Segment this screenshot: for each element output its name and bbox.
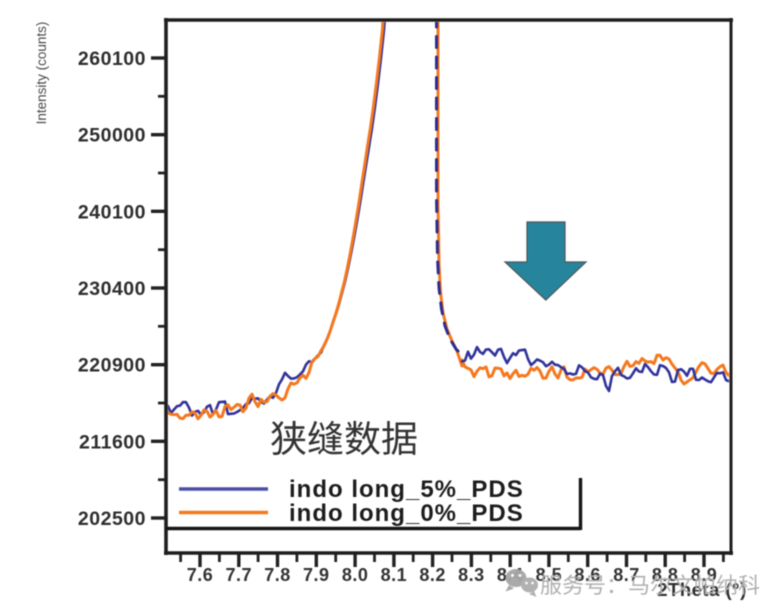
svg-text:indo long_5%_PDS: indo long_5%_PDS: [289, 476, 524, 503]
svg-text:260100: 260100: [78, 48, 146, 70]
svg-text:211600: 211600: [79, 431, 146, 453]
svg-text:7.8: 7.8: [264, 565, 291, 585]
svg-text:7.9: 7.9: [303, 565, 330, 585]
svg-text:230400: 230400: [78, 278, 146, 300]
svg-text:220900: 220900: [78, 355, 146, 377]
svg-text:8.5: 8.5: [536, 565, 563, 585]
svg-text:250000: 250000: [78, 125, 146, 147]
svg-text:Intensity (counts): Intensity (counts): [34, 22, 49, 125]
svg-text:8.1: 8.1: [381, 565, 408, 585]
svg-text:7.6: 7.6: [187, 565, 214, 585]
svg-text:indo long_0%_PDS: indo long_0%_PDS: [289, 500, 524, 527]
svg-text:8.2: 8.2: [419, 565, 446, 585]
svg-text:8.7: 8.7: [613, 565, 640, 585]
svg-text:8.0: 8.0: [342, 565, 369, 585]
svg-text:8.6: 8.6: [574, 565, 601, 585]
svg-text:8.8: 8.8: [652, 565, 679, 585]
svg-text:240100: 240100: [78, 201, 146, 223]
svg-text:202500: 202500: [78, 508, 146, 530]
svg-text:7.7: 7.7: [226, 565, 253, 585]
svg-text:8.3: 8.3: [458, 565, 485, 585]
